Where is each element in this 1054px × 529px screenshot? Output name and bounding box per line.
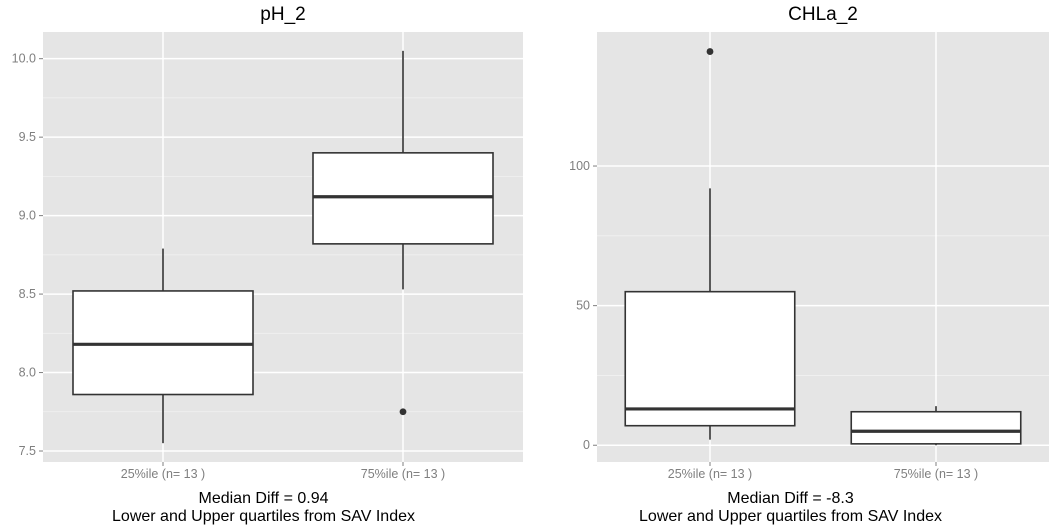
- plot-background: [43, 32, 523, 462]
- x-tick-label: 25%ile (n= 13 ): [668, 467, 752, 481]
- chart-plot-chla: 0 50 100 25%ile (n= 13 ) 75%ile (n= 13 ): [569, 32, 1049, 481]
- y-tick-label: 8.0: [19, 366, 36, 380]
- x-tick-label: 25%ile (n= 13 ): [121, 467, 205, 481]
- chart-title: pH_2: [260, 4, 306, 25]
- box: [850, 410, 1022, 445]
- y-tick-label: 7.5: [19, 444, 36, 458]
- y-tick-label: 8.5: [19, 287, 36, 301]
- median-diff-label: Median Diff = 0.94: [198, 490, 329, 507]
- y-tick-label: 50: [576, 299, 590, 313]
- chart-panel-chla: CHLa_2 0 50 100 25%ile (n= 13 ) 75%ile (n= 1…: [527, 0, 1054, 529]
- outlier-point: [706, 48, 714, 55]
- chart-panel-ph: pH_2 7.5 8.0 8.5 9.0 9.5 10.0 25%ile (n= 13 ) 7…: [12, 4, 523, 525]
- chart-title: CHLa_2: [788, 4, 858, 25]
- y-tick-label: 0: [583, 438, 590, 452]
- x-tick-label: 75%ile (n= 13 ): [361, 467, 445, 481]
- box-plot-group: [312, 50, 494, 416]
- y-tick-label: 9.5: [19, 130, 36, 144]
- y-tick-label: 10.0: [12, 52, 36, 66]
- box-plot-group: [624, 48, 796, 440]
- box: [624, 290, 796, 427]
- box-plot-group: [850, 406, 1022, 446]
- box-plot-group: [72, 248, 254, 444]
- quartile-source-note: Lower and Upper quartiles from SAV Index: [639, 508, 942, 525]
- outlier-point: [399, 408, 407, 416]
- y-tick-label: 9.0: [19, 209, 36, 223]
- median-diff-label: Median Diff = -8.3: [727, 490, 854, 507]
- x-tick-label: 75%ile (n= 13 ): [894, 467, 978, 481]
- chart-plot-ph: 7.5 8.0 8.5 9.0 9.5 10.0 25%ile (n= 13 ) 75%ile…: [12, 32, 523, 481]
- y-tick-label: 100: [569, 159, 590, 173]
- quartile-source-note: Lower and Upper quartiles from SAV Index: [112, 508, 415, 525]
